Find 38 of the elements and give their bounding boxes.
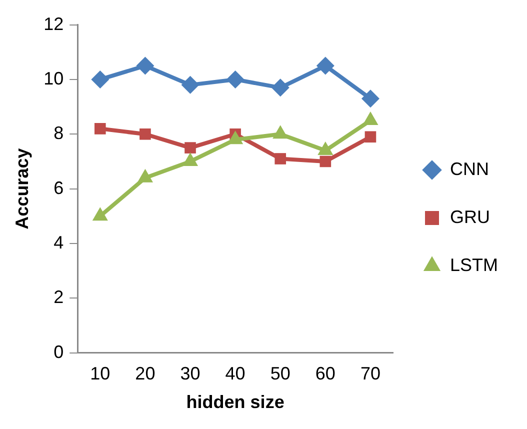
point: [94, 123, 106, 134]
point: [91, 70, 110, 88]
point: [226, 70, 244, 88]
x-tick-label: 60: [315, 364, 336, 384]
y-tick-label: 2: [54, 287, 64, 308]
y-tick-label: 0: [54, 342, 64, 362]
legend-label: GRU: [450, 206, 490, 227]
point: [137, 168, 153, 182]
point: [320, 156, 332, 168]
y-tick-label: 12: [44, 14, 64, 34]
x-tick-label: 10: [90, 364, 110, 384]
point: [228, 130, 244, 144]
point: [364, 131, 376, 143]
x-tick-label: 40: [225, 364, 246, 384]
point: [184, 142, 196, 154]
point: [272, 125, 288, 139]
point: [274, 153, 286, 164]
y-axis-title: Accuracy: [12, 148, 32, 230]
x-tick-label: 70: [360, 364, 380, 384]
point: [316, 56, 334, 75]
point: [318, 142, 334, 156]
y-tick-label: 8: [54, 123, 64, 144]
x-tick-label: 30: [180, 364, 200, 384]
point: [136, 56, 154, 75]
legend-label: LSTM: [450, 254, 498, 275]
point: [92, 207, 108, 221]
point: [271, 78, 290, 97]
point: [361, 90, 380, 108]
x-tick-label: 20: [135, 364, 156, 384]
x-axis-title: hidden size: [186, 392, 284, 412]
point: [182, 152, 198, 166]
y-tick-label: 4: [54, 232, 64, 252]
legend-label: CNN: [450, 158, 489, 179]
y-tick-label: 10: [44, 68, 64, 88]
point: [140, 128, 151, 140]
point: [181, 76, 200, 94]
x-tick-label: 50: [270, 364, 290, 384]
y-tick-label: 6: [54, 178, 64, 198]
